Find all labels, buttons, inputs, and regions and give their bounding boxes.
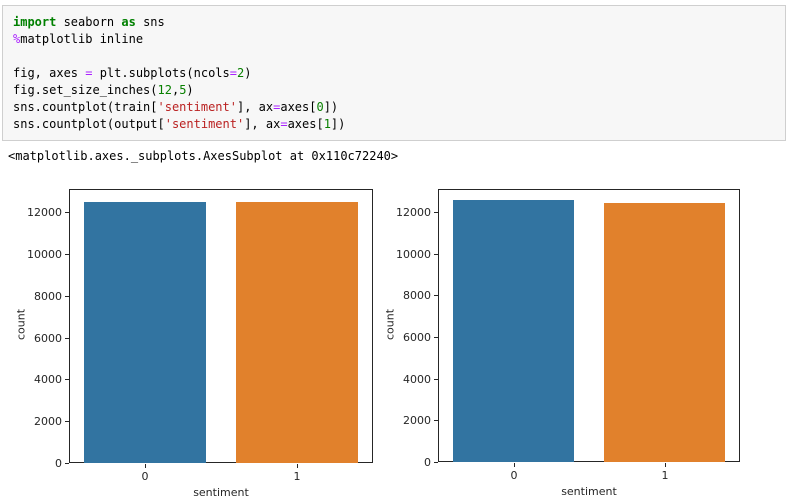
code-token: ], ax bbox=[236, 100, 274, 114]
code-line: sns.countplot(output['sentiment'], ax=ax… bbox=[13, 116, 775, 133]
code-line: import seaborn as sns bbox=[13, 14, 775, 31]
y-tick-mark bbox=[65, 379, 69, 380]
code-line: %matplotlib inline bbox=[13, 31, 775, 48]
bar bbox=[604, 203, 725, 462]
code-token: = bbox=[280, 117, 288, 131]
code-token: % bbox=[13, 32, 21, 46]
code-token: ]) bbox=[323, 100, 339, 114]
y-tick-label: 4000 bbox=[34, 373, 62, 386]
y-tick-mark bbox=[434, 337, 438, 338]
x-tick-label: 0 bbox=[141, 470, 149, 483]
y-tick-mark bbox=[434, 295, 438, 296]
y-tick-label: 10000 bbox=[396, 248, 431, 261]
code-token: , bbox=[171, 83, 180, 97]
code-token: 'sentiment' bbox=[164, 117, 245, 131]
x-axis-label: sentiment bbox=[561, 485, 617, 498]
code-token: axes[ bbox=[280, 100, 317, 114]
y-tick-label: 2000 bbox=[403, 414, 431, 427]
y-tick-label: 12000 bbox=[27, 206, 62, 219]
y-tick-label: 8000 bbox=[34, 290, 62, 303]
code-token: 'sentiment' bbox=[157, 100, 237, 114]
y-tick-mark bbox=[434, 379, 438, 380]
code-token: import bbox=[13, 15, 57, 29]
y-tick-mark bbox=[65, 463, 69, 464]
code-cell[interactable]: import seaborn as sns %matplotlib inline … bbox=[2, 5, 786, 141]
code-token: = bbox=[273, 100, 281, 114]
y-tick-mark bbox=[434, 462, 438, 463]
y-tick-label: 6000 bbox=[34, 332, 62, 345]
code-line: fig.set_size_inches(12,5) bbox=[13, 82, 775, 99]
x-tick-label: 0 bbox=[510, 469, 518, 482]
y-axis-label: count bbox=[14, 308, 28, 341]
code-token: 5 bbox=[179, 83, 187, 97]
code-token: 2 bbox=[237, 66, 245, 80]
x-tick-label: 1 bbox=[661, 469, 669, 482]
code-token: matplotlib inline bbox=[20, 32, 144, 46]
x-tick-mark bbox=[297, 464, 298, 468]
matplotlib-figure: 0 2000 4000 6000 8000 10000 12000 0 1 sentiment co… bbox=[0, 180, 788, 502]
x-axis-label: sentiment bbox=[193, 486, 249, 499]
code-token: axes[ bbox=[287, 117, 324, 131]
x-tick-label: 1 bbox=[293, 470, 301, 483]
y-tick-mark bbox=[65, 296, 69, 297]
y-tick-mark bbox=[65, 421, 69, 422]
y-axis-label: count bbox=[383, 308, 397, 341]
code-token: fig, axes bbox=[13, 66, 86, 80]
code-token: ]) bbox=[330, 117, 346, 131]
code-line bbox=[13, 48, 775, 65]
x-tick-mark bbox=[145, 464, 146, 468]
y-tick-label: 0 bbox=[55, 457, 62, 470]
code-token: ], ax bbox=[244, 117, 281, 131]
code-token: sns.countplot(output[ bbox=[13, 117, 165, 131]
y-tick-mark bbox=[434, 420, 438, 421]
code-token: seaborn bbox=[56, 15, 122, 29]
bar bbox=[236, 202, 358, 463]
y-tick-mark bbox=[434, 212, 438, 213]
y-tick-mark bbox=[434, 254, 438, 255]
y-tick-label: 2000 bbox=[34, 415, 62, 428]
code-token: as bbox=[121, 15, 136, 29]
y-tick-mark bbox=[65, 338, 69, 339]
execution-output-text: <matplotlib.axes._subplots.AxesSubplot a… bbox=[8, 149, 399, 163]
code-token: sns bbox=[135, 15, 165, 29]
code-token: plt.subplots(ncols bbox=[92, 66, 230, 80]
y-tick-mark bbox=[65, 254, 69, 255]
code-token: = bbox=[85, 66, 93, 80]
code-line: sns.countplot(train['sentiment'], ax=axe… bbox=[13, 99, 775, 116]
y-tick-label: 8000 bbox=[403, 289, 431, 302]
code-token: 1 bbox=[323, 117, 331, 131]
y-tick-label: 12000 bbox=[396, 206, 431, 219]
y-tick-label: 4000 bbox=[403, 373, 431, 386]
bar bbox=[84, 202, 206, 463]
code-token: fig.set_size_inches( bbox=[13, 83, 158, 97]
y-tick-mark bbox=[65, 212, 69, 213]
code-token: 12 bbox=[157, 83, 172, 97]
y-tick-label: 6000 bbox=[403, 331, 431, 344]
y-tick-label: 0 bbox=[424, 456, 431, 469]
bar bbox=[453, 200, 574, 462]
code-line: fig, axes = plt.subplots(ncols=2) bbox=[13, 65, 775, 82]
x-tick-mark bbox=[665, 463, 666, 467]
x-tick-mark bbox=[514, 463, 515, 467]
y-tick-label: 10000 bbox=[27, 248, 62, 261]
code-token: = bbox=[229, 66, 237, 80]
code-token: sns.countplot(train[ bbox=[13, 100, 158, 114]
code-token: ) bbox=[186, 83, 194, 97]
code-token: 0 bbox=[316, 100, 324, 114]
code-token: ) bbox=[244, 66, 252, 80]
